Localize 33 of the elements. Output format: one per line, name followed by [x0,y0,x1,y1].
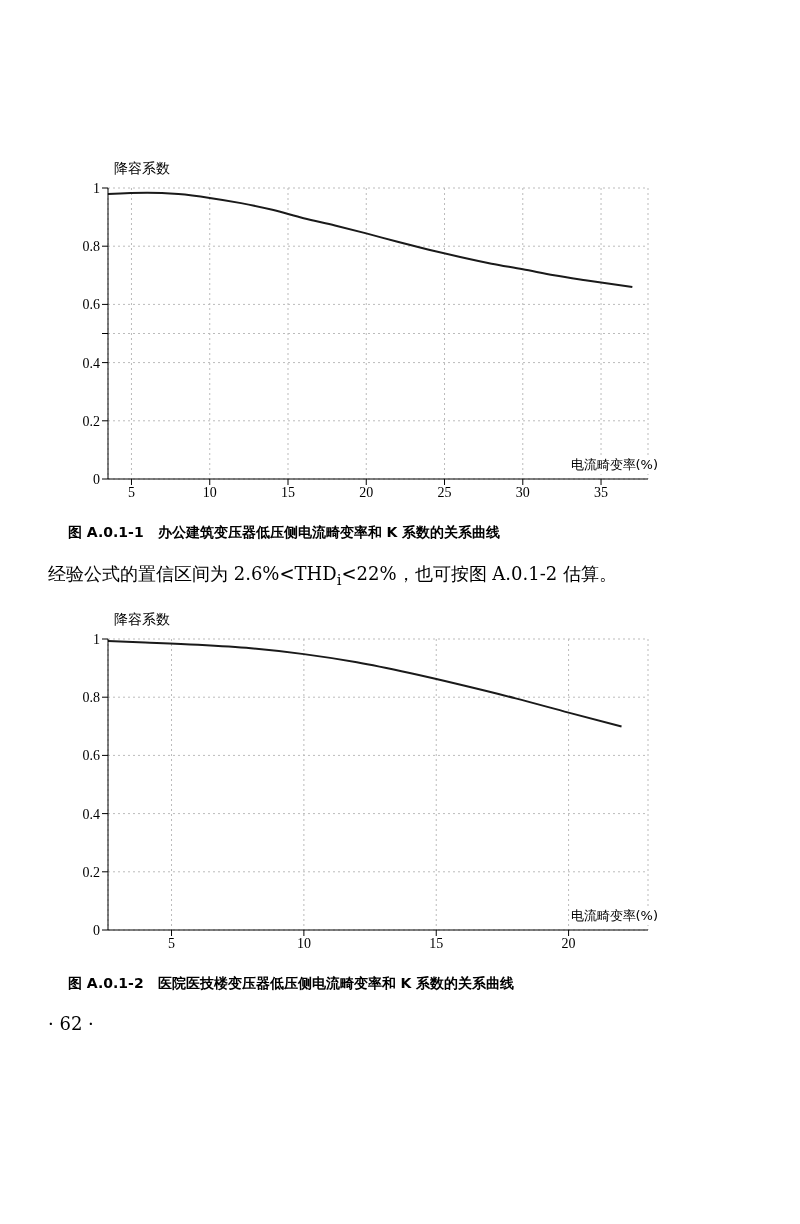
y-tick-label: 0.8 [82,689,100,705]
x-tick-label: 5 [127,484,135,500]
y-tick-label: 0.6 [82,297,100,313]
x-tick-label: 20 [561,935,576,951]
y-tick-label: 0.4 [82,355,100,371]
text: · 62 · [48,1012,95,1034]
x-tick-label: 25 [437,484,452,500]
x-tick-label: 15 [281,484,295,500]
text: 图 A.0.1-2 医院医技楼变压器低压侧电流畸变率和 K 系数的关系曲线 [68,974,516,993]
y-tick-label: 0.8 [82,239,100,255]
y-tick-label: 0.2 [82,864,100,880]
y-tick-label: 0.4 [82,806,100,822]
text: 图 A.0.1-1 办公建筑变压器低压侧电流畸变率和 K 系数的关系曲线 [68,524,502,542]
y-axis-title: 降容系数 [114,160,170,178]
x-tick-label: 20 [359,484,374,500]
text: 经验公式的置信区间为 2.6%<THD$_{i}$<22%，也可按图 A.0.1-2 估算。 [48,562,618,589]
x-tick-label: 30 [515,484,530,500]
y-tick-label: 0 [93,471,100,487]
line-series [108,191,634,288]
line-series [108,639,623,728]
x-tick-label: 15 [429,935,444,951]
y-tick-label: 1 [93,180,100,196]
y-tick-label: 0.6 [82,747,100,763]
x-tick-label: 10 [202,484,217,500]
y-tick-label: 0.2 [82,413,100,429]
x-axis-title: 电流畸变率(%) [570,906,658,925]
x-tick-label: 5 [168,935,176,951]
x-axis-title: 电流畸变率(%) [570,456,658,474]
y-axis-title: 降容系数 [114,610,170,629]
y-tick-label: 1 [93,631,100,647]
x-tick-label: 35 [594,484,609,500]
y-tick-label: 0 [93,922,100,938]
x-tick-label: 10 [296,935,311,951]
